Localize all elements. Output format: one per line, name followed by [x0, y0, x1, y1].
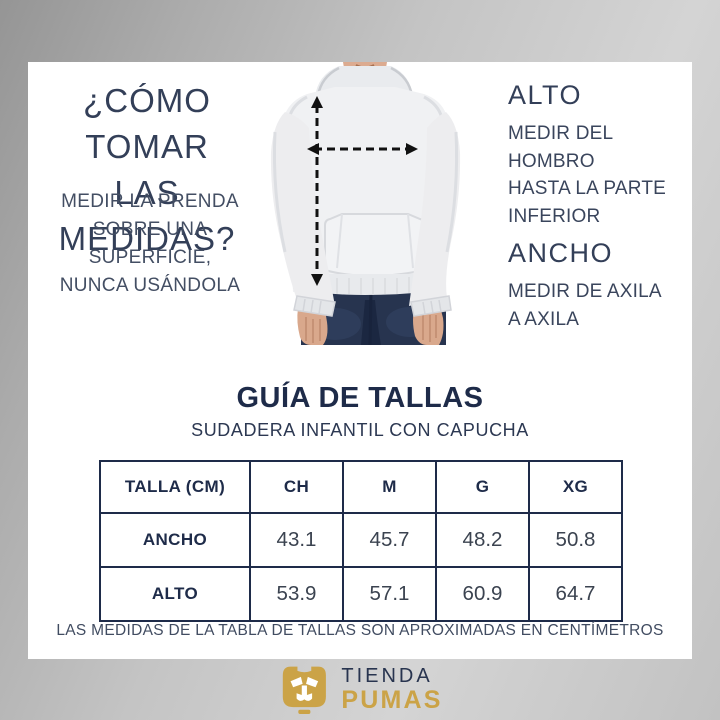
alto-g-value: 60.9 [435, 566, 530, 622]
alto-xg-value: 64.7 [528, 566, 623, 622]
row-label-alto: ALTO [99, 566, 251, 622]
how-to-note-line: SOBRE UNA [92, 219, 208, 240]
size-table-header-ch: CH [249, 460, 344, 514]
legend-ancho-desc-line: A AXILA [508, 308, 580, 330]
legend-alto-desc-line: MEDIR DEL HOMBRO [508, 123, 613, 172]
brand-name-bottom: PUMAS [341, 685, 443, 714]
size-table-header-row: TALLA (CM) CH M G XG [99, 460, 623, 514]
content-card: ¿CÓMO TOMAR LAS MEDIDAS? MEDIR LA PRENDA… [28, 62, 692, 659]
size-table-header-g: G [435, 460, 530, 514]
legend-alto: ALTO MEDIR DEL HOMBRO HASTA LA PARTE INF… [508, 80, 688, 230]
hoodie-measurement-figure [270, 62, 461, 345]
alto-ch-value: 53.9 [249, 566, 344, 622]
how-to-title-line: LAS MEDIDAS? [58, 174, 236, 257]
legend-alto-title: ALTO [508, 80, 583, 110]
ancho-m-value: 45.7 [342, 512, 437, 568]
how-to-note-line: NUNCA USÁNDOLA [59, 275, 241, 296]
alto-m-value: 57.1 [342, 566, 437, 622]
size-guide-subtitle: SUDADERA INFANTIL CON CAPUCHA [191, 420, 529, 440]
size-table-header-xg: XG [528, 460, 623, 514]
size-table-row-alto: ALTO 53.9 57.1 60.9 64.7 [99, 566, 623, 622]
brand-wordmark: TIENDA PUMAS [341, 666, 442, 713]
legend-alto-desc-line: INFERIOR [508, 205, 601, 227]
ancho-g-value: 48.2 [435, 512, 530, 568]
pumas-unam-logo-icon [282, 666, 326, 714]
ancho-horizontal-dashed-arrow [307, 143, 418, 155]
size-table: TALLA (CM) CH M G XG ANCHO 43.1 45.7 48.… [99, 460, 623, 622]
how-to-title-line: ¿CÓMO TOMAR [83, 82, 211, 165]
how-to-note: MEDIR LA PRENDA SOBRE UNA SUPERFICIE, NU… [34, 188, 266, 300]
legend-ancho-title: ANCHO [508, 238, 614, 268]
ancho-xg-value: 50.8 [528, 512, 623, 568]
legend-ancho-desc-line: MEDIR DE AXILA [508, 281, 662, 302]
alto-vertical-dashed-arrow [311, 96, 323, 286]
row-label-ancho: ANCHO [99, 512, 251, 568]
how-to-note-line: MEDIR LA PRENDA [61, 191, 239, 212]
legend-alto-desc-line: HASTA LA PARTE [508, 178, 667, 199]
legend-ancho: ANCHO MEDIR DE AXILA A AXILA [508, 238, 688, 333]
size-table-header-m: M [342, 460, 437, 514]
ancho-ch-value: 43.1 [249, 512, 344, 568]
size-guide-title: GUÍA DE TALLAS [236, 382, 484, 414]
how-to-note-line: SUPERFICIE, [88, 247, 212, 268]
how-to-title: ¿CÓMO TOMAR LAS MEDIDAS? [30, 78, 264, 262]
size-table-header-talla: TALLA (CM) [99, 460, 251, 514]
table-footnote: LAS MEDIDAS DE LA TABLA DE TALLAS SON AP… [56, 622, 664, 639]
brand-logo: TIENDA PUMAS [277, 664, 442, 714]
brand-name-top: TIENDA [341, 664, 433, 687]
size-table-row-ancho: ANCHO 43.1 45.7 48.2 50.8 [99, 512, 623, 568]
